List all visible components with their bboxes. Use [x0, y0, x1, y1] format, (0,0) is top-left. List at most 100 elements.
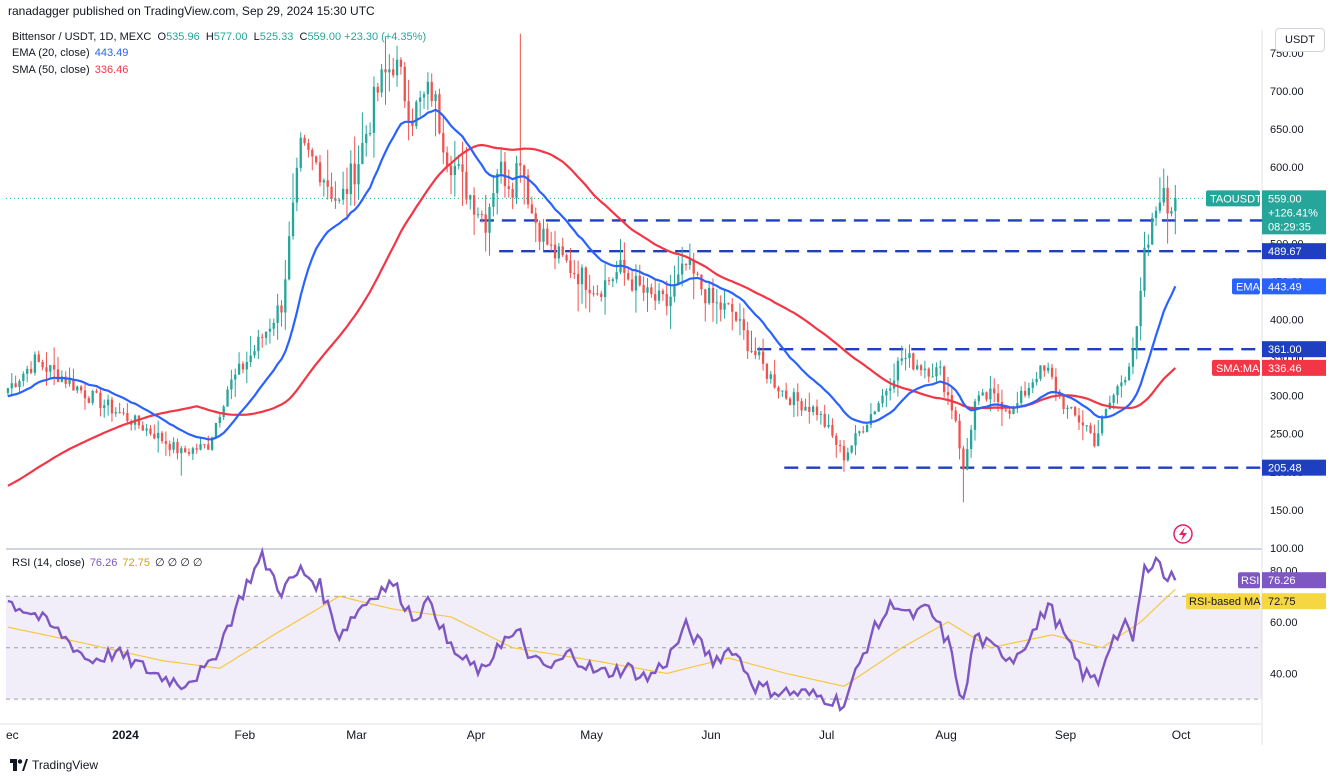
candle [904, 348, 907, 371]
candle-body [1039, 365, 1042, 379]
candle-body [719, 302, 722, 310]
candle [318, 154, 322, 187]
candle [630, 270, 634, 292]
candle-body [1016, 403, 1019, 408]
candle [407, 79, 410, 141]
candle-body [45, 367, 48, 372]
candle [1023, 381, 1027, 398]
candle-body [187, 452, 191, 454]
candle-body [607, 280, 611, 282]
candle [542, 218, 545, 251]
candle [912, 352, 915, 371]
candle [761, 338, 765, 371]
candle [1066, 405, 1069, 419]
candle-body [835, 435, 838, 445]
candle [365, 125, 368, 157]
candle [218, 412, 221, 428]
candle-body [711, 288, 715, 304]
candle-body [368, 132, 372, 135]
candle-body [430, 81, 433, 102]
candle [530, 196, 534, 214]
candle-body [515, 163, 518, 198]
candle [195, 443, 198, 454]
candle [788, 396, 792, 406]
time-tick-label: Feb [235, 728, 256, 742]
candle-body [264, 331, 268, 338]
currency-selector[interactable]: USDT [1275, 28, 1325, 52]
candle [831, 418, 834, 439]
candle [908, 344, 911, 368]
candle [746, 321, 749, 359]
candle-body [53, 365, 56, 370]
candle-body [785, 390, 788, 399]
candle [742, 307, 745, 340]
candle-body [1062, 394, 1065, 409]
candle [877, 400, 880, 413]
candle [781, 390, 784, 398]
candle-body [33, 354, 37, 373]
candle-body [1008, 410, 1011, 414]
candle [738, 303, 742, 336]
candle [295, 157, 299, 212]
candle-body [1139, 290, 1142, 327]
candle-body [449, 165, 453, 176]
price-tick-label: 300.00 [1270, 391, 1304, 403]
time-tick-label: 2024 [112, 728, 139, 742]
candle-body [357, 164, 360, 185]
candle-body [249, 355, 252, 362]
lightning-icon-bolt [1179, 527, 1187, 541]
candle-body [989, 388, 992, 400]
candle-body [338, 199, 341, 201]
candle-body [492, 193, 495, 207]
candle-body [168, 443, 171, 450]
candle-body [1166, 187, 1169, 214]
candle [376, 82, 379, 102]
candle-body [1147, 244, 1150, 248]
candle [592, 285, 595, 297]
candle-body [438, 94, 441, 134]
candle-body [958, 420, 961, 449]
candle-body [858, 431, 861, 434]
candle-body [650, 287, 653, 295]
candle-body [419, 97, 422, 102]
candle-body [1020, 390, 1023, 404]
candle-body [823, 413, 826, 427]
candle [1035, 372, 1038, 386]
candle-body [210, 437, 214, 450]
candle [1154, 206, 1158, 226]
ema-legend: EMA (20, close) 443.49 [12, 47, 129, 59]
candle [650, 283, 653, 298]
candle [1093, 424, 1096, 448]
candle [157, 420, 160, 453]
candle-body [973, 401, 977, 430]
candle [823, 404, 826, 429]
candle [326, 149, 329, 200]
candle-body [284, 279, 287, 313]
candle [60, 370, 64, 383]
candle-body [403, 66, 406, 102]
candle-body [388, 69, 391, 73]
candle-body [76, 386, 79, 391]
candle-body [153, 433, 156, 439]
candle [588, 274, 591, 313]
candle-body [72, 379, 75, 391]
lightning-icon[interactable] [1173, 524, 1193, 544]
candle [538, 220, 541, 250]
candle-body [842, 446, 846, 461]
candle [966, 437, 969, 471]
candle-body [237, 363, 241, 375]
price-tick-label: 650.00 [1270, 124, 1304, 136]
candle-body [60, 376, 64, 382]
candle-body [550, 244, 553, 246]
candle [149, 425, 152, 436]
candle [669, 274, 672, 330]
candle [442, 115, 445, 165]
candle-body [469, 195, 472, 200]
rsi-legend-value: 76.26 [89, 557, 118, 569]
symbol-legend: Bittensor / USDT, 1D, MEXC O535.96 H577.… [12, 31, 426, 43]
candle [1162, 168, 1165, 206]
candle-body [442, 133, 445, 153]
candle-body [919, 365, 923, 371]
